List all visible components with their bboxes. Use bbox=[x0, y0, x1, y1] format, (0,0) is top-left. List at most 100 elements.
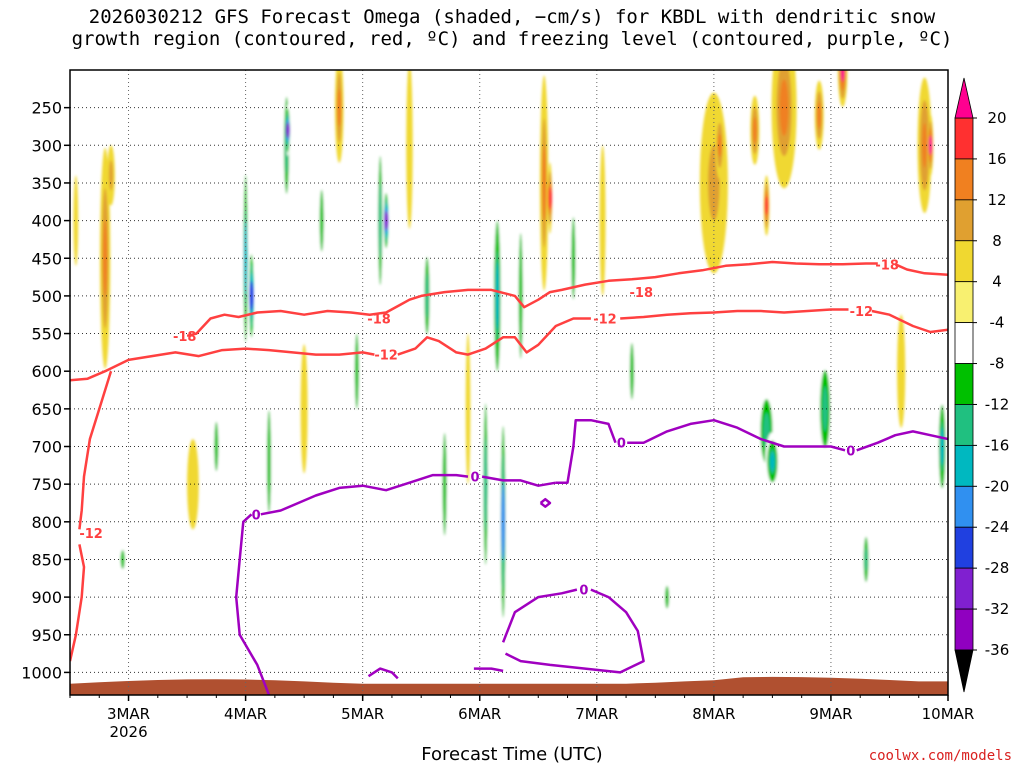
y-tick-label: 1000 bbox=[21, 663, 62, 682]
y-tick-label: 550 bbox=[31, 325, 62, 344]
contour-line bbox=[620, 308, 849, 320]
colorbar-segment bbox=[954, 404, 974, 446]
colorbar-label: -20 bbox=[985, 477, 1010, 495]
contour-label: -18 bbox=[173, 330, 197, 345]
omega-cell bbox=[249, 280, 254, 311]
contour-line bbox=[367, 667, 399, 680]
colorbar-label: 12 bbox=[987, 191, 1006, 209]
omega-cell bbox=[571, 217, 576, 300]
omega-cell bbox=[74, 70, 89, 75]
contour-label: -12 bbox=[593, 312, 617, 327]
contour-line bbox=[539, 497, 552, 508]
contour-label: -18 bbox=[875, 258, 899, 273]
colorbar-segment bbox=[954, 363, 974, 405]
colorbar-segment bbox=[954, 608, 974, 651]
plot-background bbox=[70, 70, 948, 695]
colorbar-bottom-arrow bbox=[954, 649, 974, 693]
y-tick-label: 300 bbox=[31, 136, 62, 155]
y-tick-label: 950 bbox=[31, 626, 62, 645]
contour-label: -12 bbox=[374, 349, 398, 364]
omega-cell bbox=[752, 116, 757, 144]
contour-line bbox=[856, 430, 948, 452]
y-tick-label: 400 bbox=[31, 212, 62, 231]
contour-line bbox=[504, 588, 645, 674]
contour-line bbox=[871, 309, 948, 334]
omega-cell bbox=[922, 122, 927, 168]
y-tick-label: 250 bbox=[31, 99, 62, 118]
contour-line bbox=[473, 667, 504, 673]
omega-cell bbox=[518, 233, 523, 359]
omega-cell bbox=[840, 70, 845, 82]
contour-line bbox=[78, 370, 113, 530]
colorbar-label: 16 bbox=[987, 150, 1006, 168]
colorbar-label: 8 bbox=[992, 232, 1002, 250]
contour-line bbox=[397, 317, 591, 356]
omega-shading bbox=[73, 47, 947, 646]
colorbar-label: 20 bbox=[987, 109, 1006, 127]
omega-cell bbox=[154, 348, 161, 470]
contour-label: 0 bbox=[471, 471, 480, 486]
y-tick-label: 600 bbox=[31, 362, 62, 381]
colorbar-segment bbox=[954, 526, 974, 569]
y-tick-label: 500 bbox=[31, 287, 62, 306]
colorbar-label: -12 bbox=[985, 395, 1010, 413]
colorbar-label: -32 bbox=[985, 600, 1010, 618]
omega-cell bbox=[629, 342, 634, 400]
terrain-band bbox=[70, 676, 948, 695]
omega-cell bbox=[547, 186, 552, 210]
colorbar-label: 4 bbox=[992, 273, 1002, 291]
x-tick-label: 6MAR bbox=[458, 705, 501, 723]
terrain-shape bbox=[70, 676, 948, 695]
omega-cell bbox=[717, 134, 722, 157]
colorbar-label: -28 bbox=[985, 559, 1010, 577]
contour-line bbox=[260, 473, 469, 516]
y-tick-label: 800 bbox=[31, 513, 62, 532]
contour-lines bbox=[70, 260, 948, 695]
omega-cell bbox=[300, 344, 308, 474]
contour-line bbox=[234, 513, 271, 695]
contour-label: -12 bbox=[79, 527, 103, 542]
colorbar-label: -16 bbox=[985, 436, 1010, 454]
x-tick-label: 9MAR bbox=[809, 705, 852, 723]
x-axis-label: Forecast Time (UTC) bbox=[421, 744, 603, 765]
contour-line bbox=[555, 418, 617, 484]
y-tick-label: 750 bbox=[31, 475, 62, 494]
colorbar-segment bbox=[954, 117, 974, 160]
omega-cell bbox=[495, 262, 500, 330]
y-axis-ticks: 250 300 350 400 450 500 550 600 650 700 750 800 850 9… bbox=[21, 99, 70, 682]
x-tick-label: 4MAR bbox=[224, 705, 267, 723]
omega-cell bbox=[378, 182, 383, 259]
omega-cell bbox=[267, 410, 272, 513]
contour-line bbox=[70, 544, 86, 662]
colorbar-label: -36 bbox=[985, 641, 1010, 659]
x-tick-label: 8MAR bbox=[692, 705, 735, 723]
credit-text: coolwx.com/models bbox=[868, 748, 1012, 764]
x-tick-label: 7MAR bbox=[575, 705, 618, 723]
contour-line bbox=[186, 260, 878, 338]
colorbar-label: -8 bbox=[990, 355, 1005, 373]
contour-label: -18 bbox=[367, 312, 391, 327]
colorbar: 20 16 12 8 4 -4 -8 -12 -16 -20 -24 -28 -32 -36 bbox=[954, 77, 1010, 693]
omega-cell bbox=[442, 432, 447, 536]
omega-cell bbox=[770, 452, 775, 471]
contour-label: 0 bbox=[617, 437, 626, 452]
colorbar-segment bbox=[954, 485, 974, 528]
x-tick-sublabel: 2026 bbox=[109, 723, 147, 741]
y-tick-label: 350 bbox=[31, 174, 62, 193]
omega-cell bbox=[337, 88, 342, 127]
omega-cell bbox=[501, 484, 506, 560]
omega-cell bbox=[187, 438, 199, 530]
y-tick-label: 900 bbox=[31, 588, 62, 607]
omega-cell bbox=[817, 101, 822, 129]
colorbar-segment bbox=[954, 281, 974, 324]
contour-label: 0 bbox=[252, 508, 261, 523]
contour-line bbox=[70, 347, 375, 382]
contour-label: -12 bbox=[850, 305, 874, 320]
colorbar-label: -24 bbox=[985, 518, 1010, 536]
omega-cell bbox=[483, 437, 488, 532]
omega-cell bbox=[77, 47, 87, 63]
omega-cell bbox=[897, 314, 906, 428]
contour-line bbox=[501, 588, 578, 643]
colorbar-segment bbox=[954, 444, 974, 487]
